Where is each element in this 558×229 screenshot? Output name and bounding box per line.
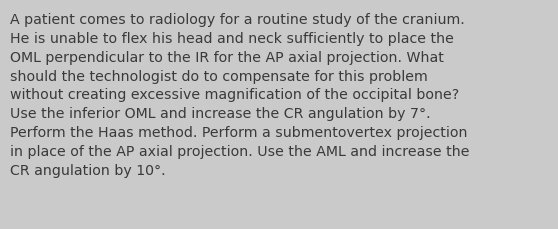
Text: A patient comes to radiology for a routine study of the cranium.
He is unable to: A patient comes to radiology for a routi… <box>10 13 469 177</box>
